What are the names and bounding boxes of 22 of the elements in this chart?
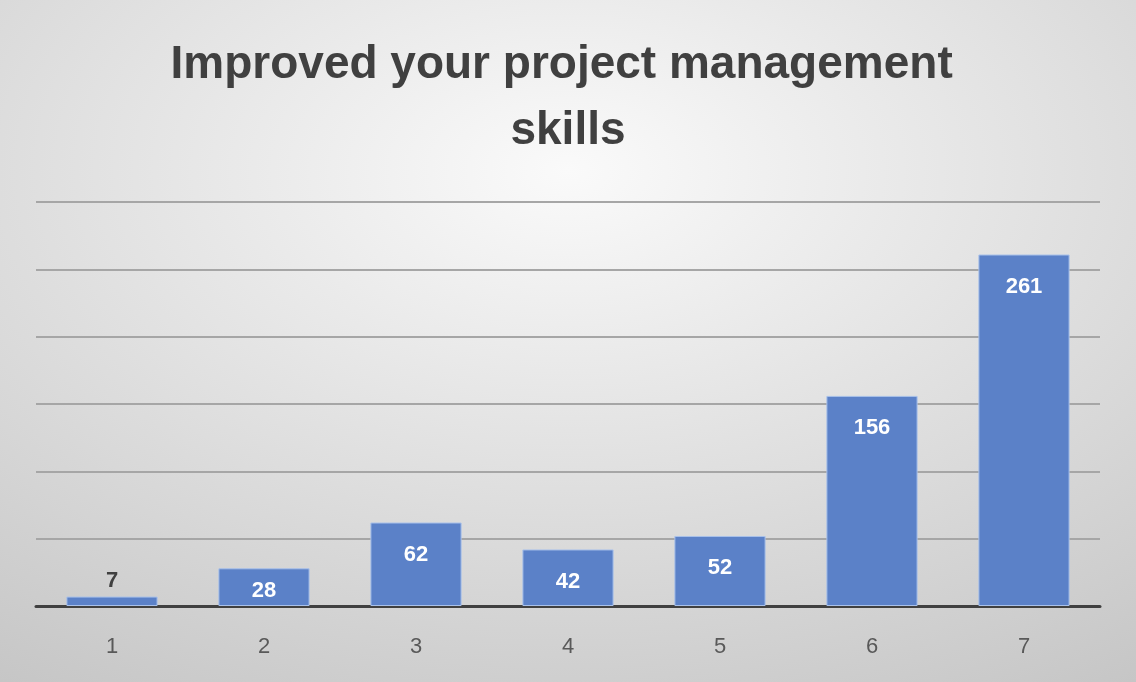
bar — [370, 522, 462, 606]
x-tick-label: 3 — [409, 632, 423, 658]
x-tick-label: 6 — [865, 632, 879, 658]
data-label: 52 — [707, 554, 733, 580]
x-tick-label: 7 — [1017, 632, 1031, 658]
bar — [674, 535, 766, 606]
x-tick-label: 2 — [257, 632, 271, 658]
bar — [978, 254, 1070, 606]
data-label: 42 — [555, 567, 581, 593]
x-tick-label: 4 — [561, 632, 575, 658]
bar — [66, 596, 158, 606]
bar — [826, 395, 918, 606]
chart-title: Improved your project management skills — [170, 36, 966, 154]
data-label: 7 — [105, 567, 119, 593]
x-tick-label: 1 — [105, 632, 119, 658]
data-label: 62 — [403, 541, 429, 567]
bar — [218, 568, 310, 606]
data-label: 261 — [1005, 273, 1043, 299]
x-tick-label: 5 — [713, 632, 727, 658]
data-label: 156 — [853, 414, 891, 440]
data-label: 28 — [251, 576, 277, 602]
bar — [522, 549, 614, 606]
